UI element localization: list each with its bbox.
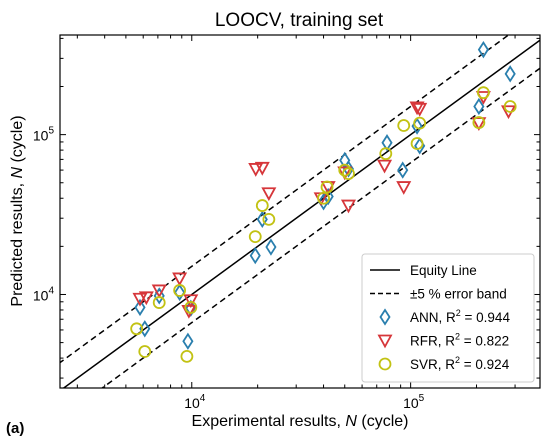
legend-label: ±5 % error band xyxy=(410,287,507,302)
y-axis-label: Predicted results, N (cycle) xyxy=(9,115,26,306)
ann-point xyxy=(381,134,393,152)
legend: Equity Line ±5 % error band ANN, R2 = 0.94… xyxy=(361,253,535,383)
svr-point xyxy=(180,349,194,363)
axis-ticks: 104 105 104 105 xyxy=(33,35,540,411)
ann-point xyxy=(174,283,186,302)
error-band-line xyxy=(100,67,540,388)
ann-point xyxy=(265,238,277,256)
svr-point xyxy=(503,100,517,113)
svr-point xyxy=(476,86,490,100)
rfr-point xyxy=(248,163,264,177)
svr-point xyxy=(255,199,269,212)
y-tick-label: 104 xyxy=(33,285,55,303)
rfr-point xyxy=(183,294,199,309)
legend-marker-diamond xyxy=(379,308,391,326)
error-band-line xyxy=(60,35,510,364)
legend-marker-triangle-down xyxy=(377,334,393,349)
rfr-point xyxy=(337,166,353,181)
svr-point xyxy=(262,212,276,226)
ann-point xyxy=(134,298,146,317)
rfr-point xyxy=(132,292,148,307)
rfr-point xyxy=(261,187,277,202)
svr-point xyxy=(472,116,486,129)
rfr-point xyxy=(412,102,428,117)
legend-label: Equity Line xyxy=(410,263,477,278)
svr-point xyxy=(338,163,352,177)
ann-point xyxy=(473,97,485,116)
ann-point xyxy=(249,246,261,265)
ann-point xyxy=(322,187,334,206)
svr-point xyxy=(342,167,355,181)
ann-point xyxy=(504,65,516,83)
rfr-point xyxy=(172,272,188,287)
rfr-point xyxy=(409,101,425,116)
svr-point xyxy=(413,116,427,130)
rfr-point xyxy=(396,181,412,195)
plot-area-frame xyxy=(59,34,541,389)
svr-point xyxy=(320,180,334,194)
rfr-point xyxy=(254,161,270,176)
legend-label: RFR, R2 = 0.822 xyxy=(410,332,509,349)
ann-point xyxy=(182,332,194,350)
ann-point xyxy=(477,41,489,59)
legend-box xyxy=(361,253,535,383)
panel-label: (a) xyxy=(6,420,24,437)
x-tick-label: 105 xyxy=(403,393,425,411)
legend-label: SVR, R2 = 0.924 xyxy=(410,355,510,372)
svr-point xyxy=(397,119,411,132)
svr-point xyxy=(184,301,198,314)
rfr-point xyxy=(377,159,393,174)
x-tick-label: 104 xyxy=(184,393,206,411)
ann-point xyxy=(256,210,268,229)
svr-point xyxy=(138,345,152,358)
legend-marker-circle xyxy=(378,357,392,371)
svr-point xyxy=(173,284,187,297)
svr-point xyxy=(152,296,166,309)
rfr-point xyxy=(471,117,487,132)
rfr-point xyxy=(138,291,154,306)
svr-point xyxy=(130,322,144,336)
svr-point xyxy=(317,191,330,205)
x-axis-label: Experimental results, N (cycle) xyxy=(192,413,409,430)
svr-point xyxy=(379,147,393,161)
y-tick-label: 105 xyxy=(33,126,55,144)
ann-point xyxy=(153,287,165,305)
rfr-point xyxy=(151,284,167,299)
legend-label: ANN, R2 = 0.944 xyxy=(410,308,510,325)
rfr-point xyxy=(340,199,356,214)
svr-point xyxy=(248,230,262,244)
ann-point xyxy=(397,161,409,179)
chart-title: LOOCV, training set xyxy=(215,10,384,31)
data-points xyxy=(130,41,517,363)
svr-point xyxy=(410,137,424,150)
